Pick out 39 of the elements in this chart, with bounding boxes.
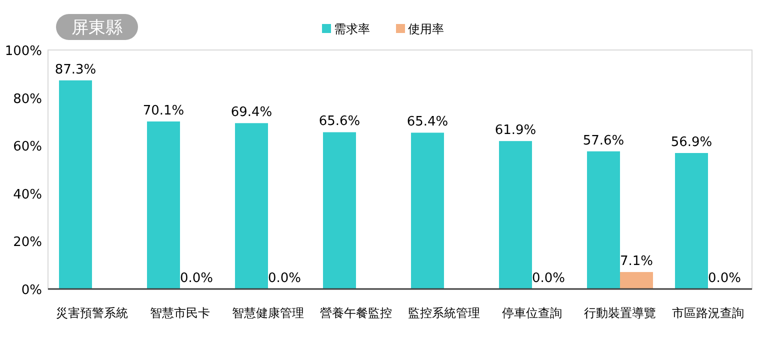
x-tick-label: 災害預警系統: [56, 306, 128, 320]
y-tick-label: 20%: [13, 235, 42, 250]
bar: [235, 123, 268, 289]
x-tick-label: 停車位查詢: [502, 306, 562, 320]
bar: [675, 153, 708, 289]
y-tick-label: 60%: [13, 140, 42, 155]
bar: [587, 151, 620, 289]
y-tick-label: 40%: [13, 187, 42, 202]
data-label: 61.9%: [494, 123, 536, 138]
data-label: 65.6%: [318, 114, 360, 130]
bar: [620, 272, 653, 289]
legend-label: 使用率: [408, 22, 444, 36]
y-tick-label: 0%: [21, 283, 42, 298]
x-tick-label: 監控系統管理: [408, 306, 480, 320]
bar: [147, 121, 180, 289]
data-label: 65.4%: [406, 114, 448, 130]
data-label: 87.3%: [54, 62, 96, 78]
data-label: 56.9%: [670, 135, 712, 150]
data-label: 0.0%: [532, 271, 566, 286]
data-label: 0.0%: [180, 271, 214, 286]
y-tick-label: 80%: [13, 92, 42, 107]
bar: [59, 80, 92, 289]
chart-title: 屏東縣: [72, 18, 122, 38]
legend-label: 需求率: [334, 22, 370, 36]
data-label: 7.1%: [620, 254, 654, 270]
x-tick-label: 市區路況查詢: [672, 306, 744, 320]
y-tick-label: 100%: [4, 44, 42, 59]
data-label: 69.4%: [230, 105, 272, 120]
data-label: 70.1%: [142, 103, 184, 118]
bar: [323, 132, 356, 289]
data-label: 0.0%: [268, 271, 302, 286]
data-label: 57.6%: [582, 133, 624, 148]
bar: [499, 141, 532, 289]
bar: [411, 132, 444, 289]
x-tick-label: 營養午餐監控: [320, 306, 392, 320]
x-tick-label: 行動裝置導覽: [584, 306, 656, 320]
x-tick-label: 智慧市民卡: [150, 306, 210, 320]
x-tick-label: 智慧健康管理: [232, 306, 304, 320]
data-label: 0.0%: [708, 271, 742, 286]
